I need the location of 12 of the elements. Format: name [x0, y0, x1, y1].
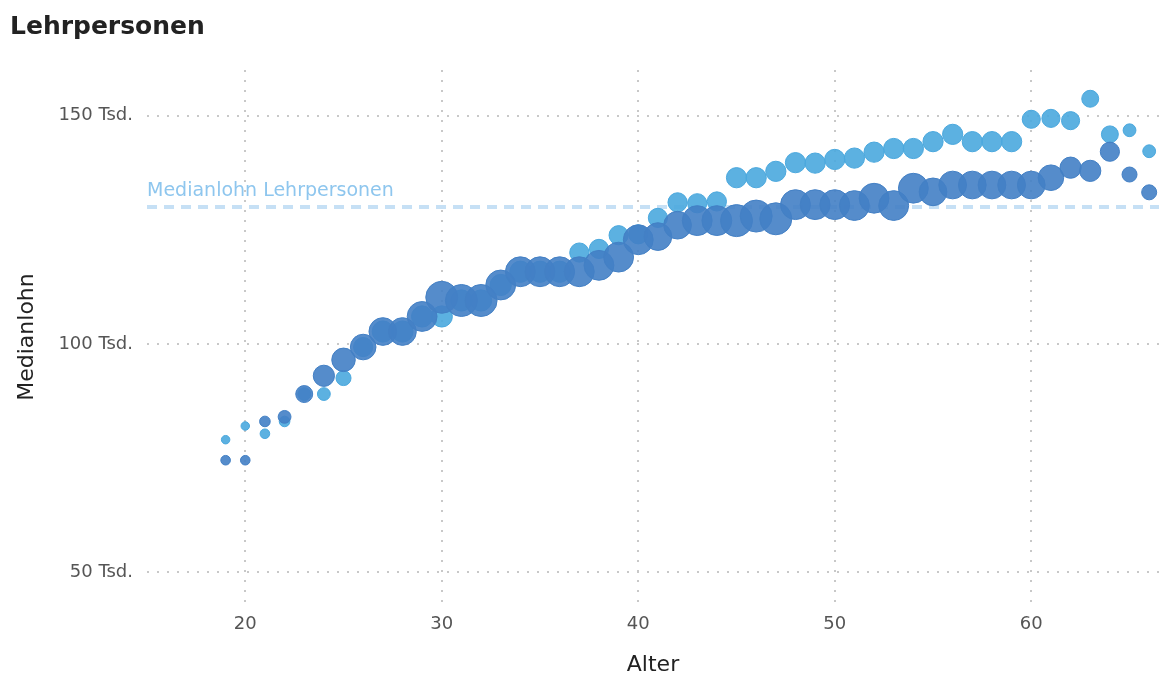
x-tick-label: 40 — [626, 612, 650, 634]
x-tick-label: 30 — [430, 612, 454, 634]
x-tick-label: 20 — [233, 612, 257, 634]
x-axis-title: Alter — [626, 650, 681, 676]
y-tick-label: 100 Tsd. — [58, 331, 134, 353]
y-tick-label: 50 Tsd. — [69, 559, 134, 581]
y-tick-label: 150 Tsd. — [58, 103, 134, 125]
x-tick-label: 50 — [823, 612, 847, 634]
ref-line-label: Medianlohn Lehrpersonen — [147, 178, 394, 201]
x-tick-label: 60 — [1019, 612, 1043, 634]
y-axis-title: Medianlohn — [12, 273, 38, 401]
chart-title: Lehrpersonen — [10, 10, 205, 40]
